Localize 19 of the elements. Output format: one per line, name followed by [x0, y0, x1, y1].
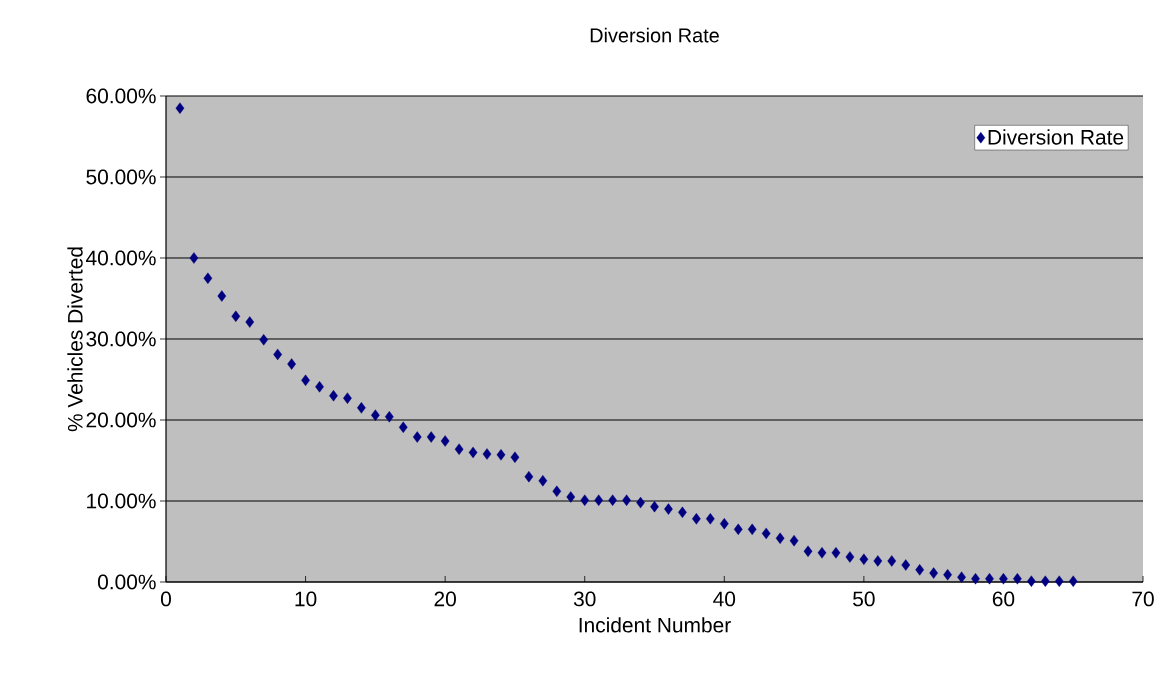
y-tick-label: 0.00%: [97, 574, 156, 590]
x-tick-label: 20: [434, 591, 456, 607]
x-tick-label: 60: [992, 591, 1015, 607]
y-axis-title: % Vehicles Diverted: [67, 247, 83, 432]
y-tick-label: 30.00%: [86, 331, 156, 347]
x-tick-label: 10: [295, 591, 317, 607]
y-tick-label: 40.00%: [86, 250, 156, 266]
chart-title: Diversion Rate: [590, 27, 719, 43]
legend-label: Diversion Rate: [988, 129, 1124, 145]
y-tick-label: 20.00%: [86, 412, 156, 428]
y-tick-label: 50.00%: [86, 169, 156, 185]
y-tick-label: 10.00%: [87, 493, 156, 509]
y-tick-label: 60.00%: [86, 88, 156, 104]
x-tick-label: 0: [160, 591, 171, 607]
x-tick-label: 30: [573, 591, 596, 607]
x-tick-label: 50: [853, 591, 875, 607]
x-axis-title: Incident Number: [579, 617, 731, 633]
x-tick-label: 40: [713, 591, 736, 607]
x-tick-label: 70: [1132, 591, 1154, 607]
